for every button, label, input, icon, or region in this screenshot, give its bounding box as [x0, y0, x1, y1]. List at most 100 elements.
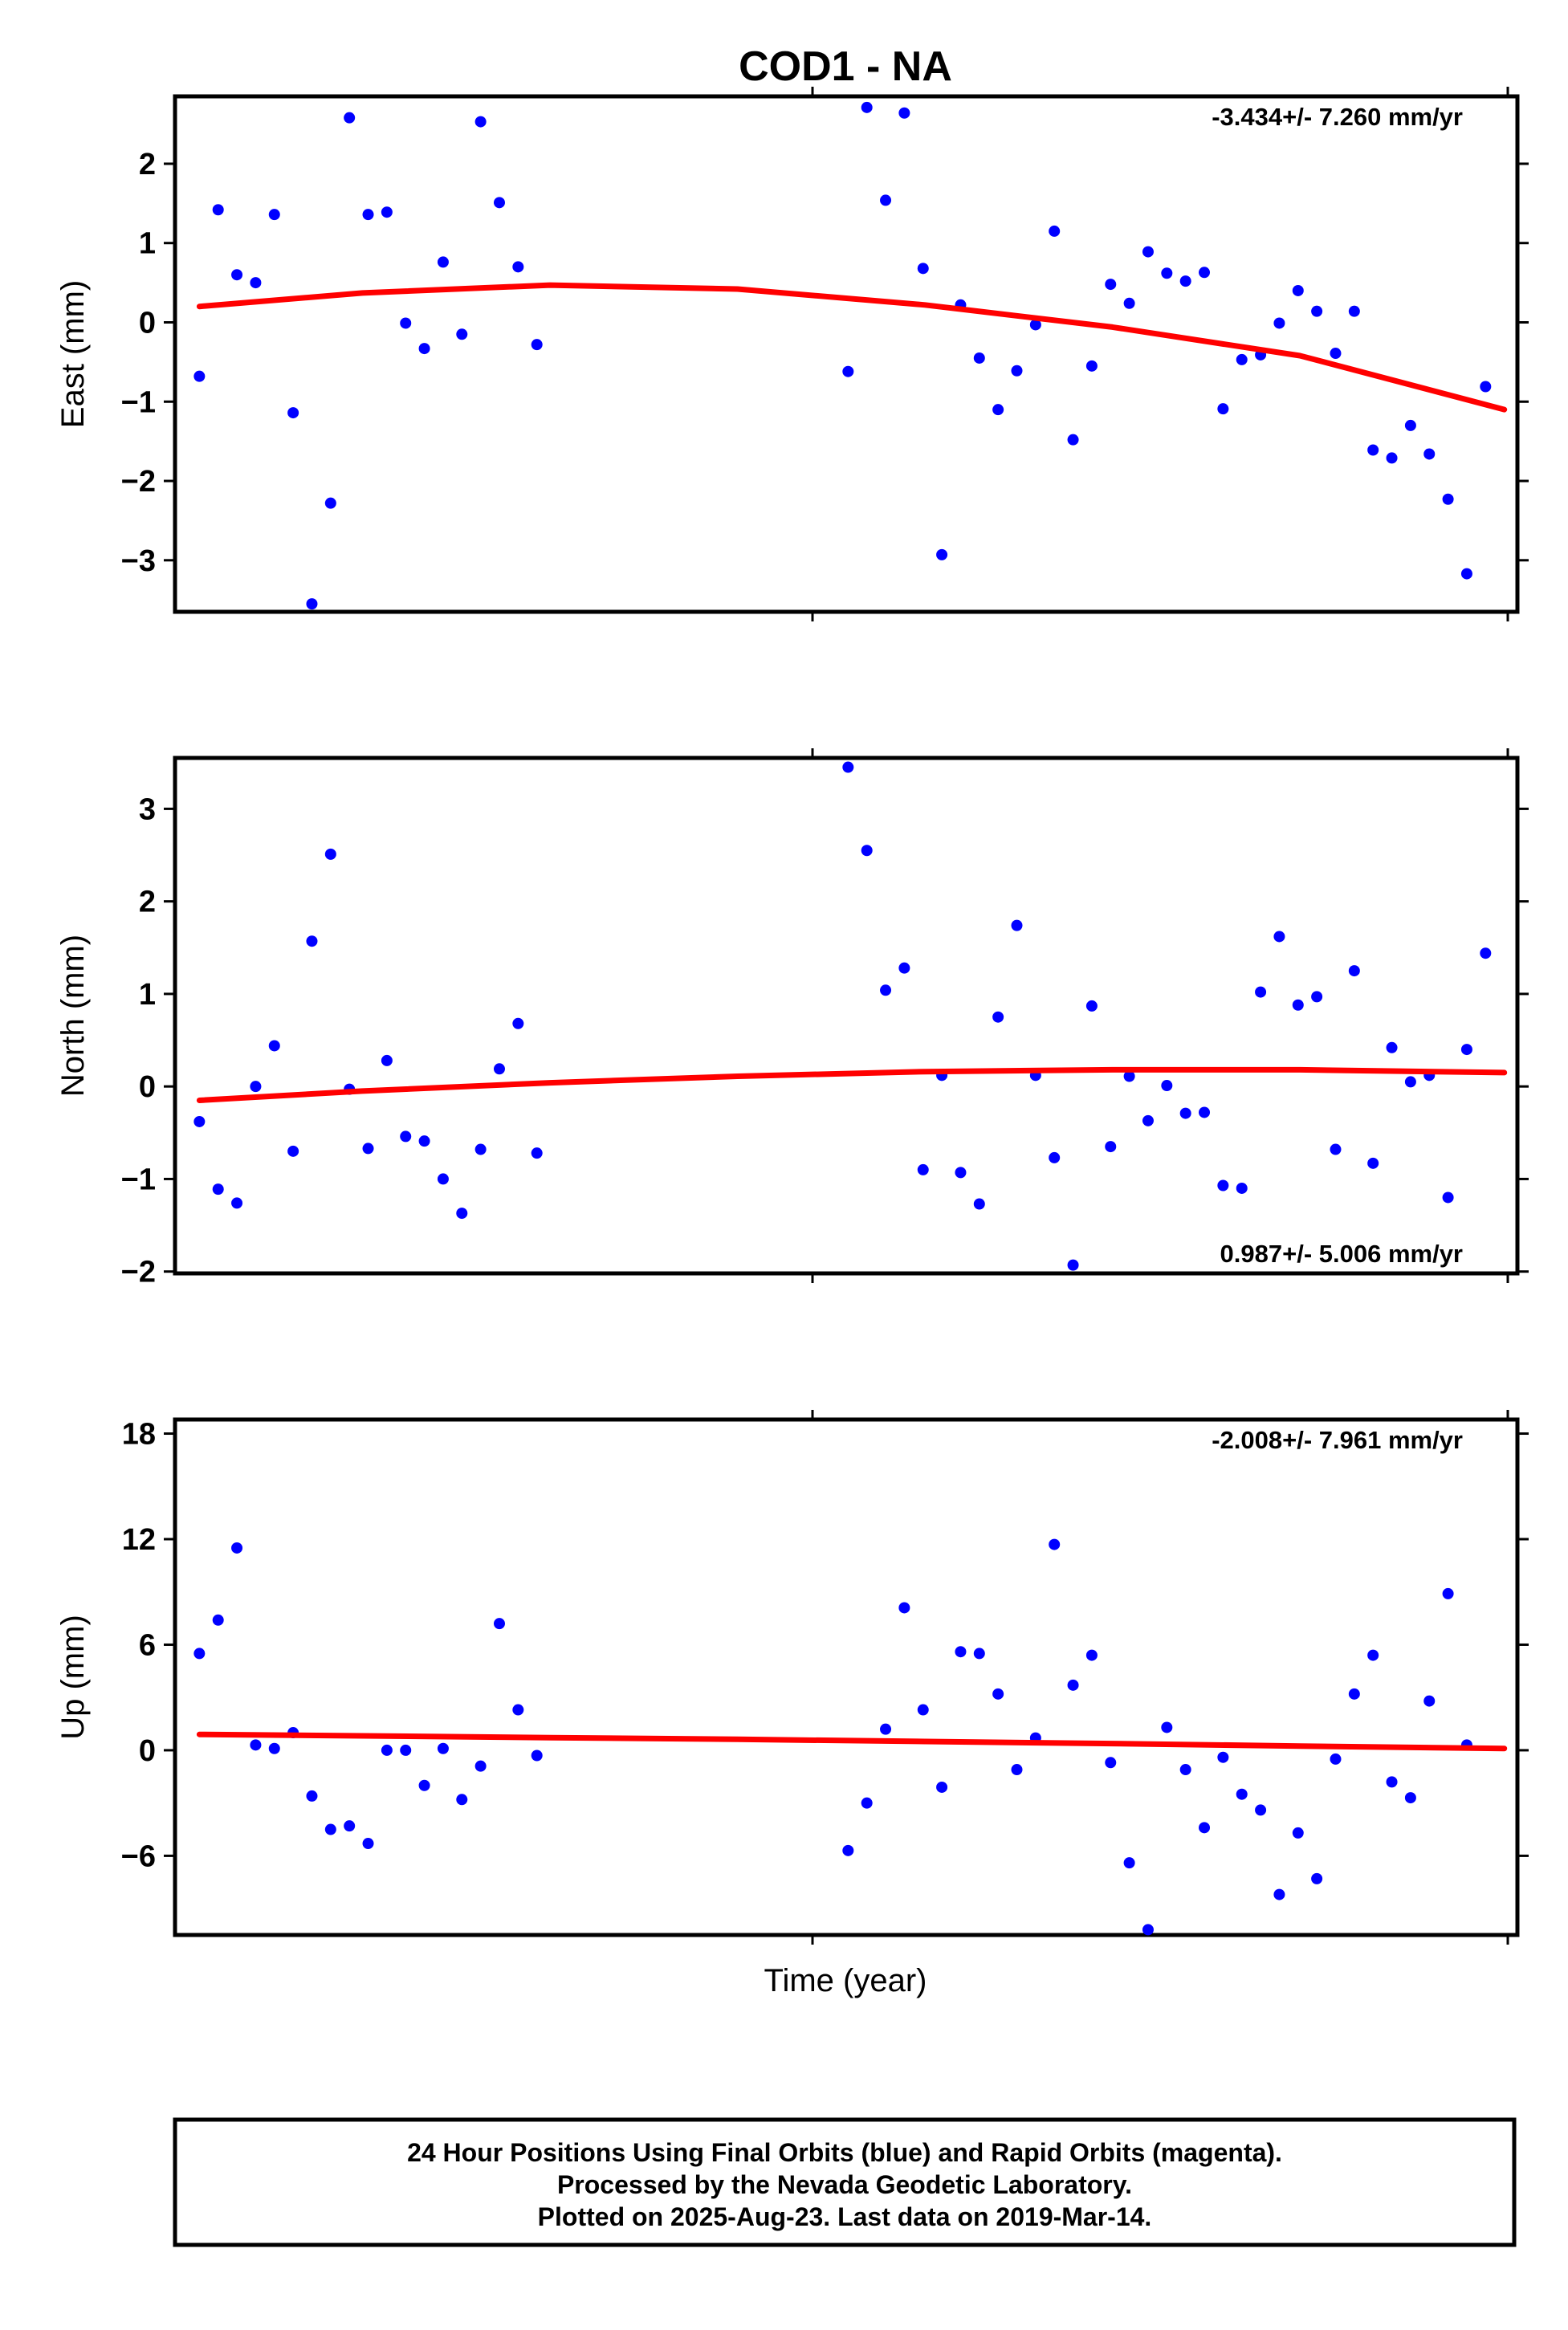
north-data-point: [493, 1063, 505, 1075]
up-data-point: [973, 1648, 985, 1660]
north-data-point: [324, 848, 336, 860]
east-data-point: [992, 404, 1004, 416]
east-fit-line: [196, 282, 1508, 413]
east-data-point: [1423, 448, 1436, 460]
east-data-point: [268, 209, 280, 221]
up-data-point: [268, 1742, 280, 1754]
north-data-point: [212, 1183, 224, 1196]
east-data-point: [1386, 452, 1398, 464]
up-data-point: [1292, 1827, 1304, 1839]
north-data-point: [1085, 1000, 1098, 1012]
up-y-axis-label: Up (mm): [55, 1615, 91, 1740]
north-data-point: [898, 962, 910, 974]
east-data-point: [512, 261, 524, 273]
north-fit-line: [196, 1066, 1508, 1103]
footer-line-1: 24 Hour Positions Using Final Orbits (bl…: [407, 2138, 1282, 2167]
east-data-point: [1199, 267, 1211, 279]
east-data-point: [973, 352, 985, 364]
north-data-point: [1255, 986, 1267, 998]
up-data-point: [992, 1688, 1004, 1700]
east-data-point: [898, 107, 910, 119]
east-data-point: [493, 197, 505, 209]
up-panel: 18 12 6 0 −6 Up (mm) -2.008+/- 7.961 mm/yr: [55, 1410, 1529, 1945]
up-data-point: [1386, 1776, 1398, 1788]
up-fit-line: [196, 1731, 1508, 1752]
north-ytick-label: 0: [139, 1070, 156, 1104]
up-data-point: [1011, 1764, 1023, 1776]
north-data-point: [955, 1167, 967, 1179]
east-data-point: [1123, 297, 1135, 309]
north-data-point: [1367, 1157, 1379, 1169]
north-panel: 3 2 1 0 −1 −2 North (mm) 0.987+/- 5.006 mm/yr: [55, 748, 1529, 1289]
up-data-point: [344, 1820, 356, 1832]
up-data-point: [842, 1844, 854, 1856]
east-data-point: [1348, 305, 1360, 317]
up-data-point: [437, 1742, 449, 1754]
east-data-point: [381, 206, 393, 218]
up-data-point: [936, 1781, 948, 1793]
east-data-point: [474, 116, 487, 128]
up-data-point: [1123, 1857, 1135, 1869]
north-data-point: [1011, 919, 1023, 931]
up-data-point: [381, 1744, 393, 1756]
up-data-point: [1423, 1695, 1436, 1707]
east-data-point: [1105, 279, 1117, 291]
north-data-point: [1179, 1107, 1191, 1119]
east-data-point: [1179, 275, 1191, 287]
north-data-point: [531, 1147, 543, 1159]
up-data-point: [1236, 1788, 1248, 1800]
east-data-point: [1067, 434, 1079, 446]
footer-line-2: Processed by the Nevada Geodetic Laborat…: [557, 2170, 1132, 2199]
up-data-point: [250, 1739, 262, 1751]
up-data-point: [1179, 1764, 1191, 1776]
up-data-point: [1330, 1753, 1342, 1765]
up-ytick-label: 18: [122, 1418, 156, 1452]
up-data-point: [880, 1723, 892, 1735]
up-data-point: [1105, 1757, 1117, 1769]
east-data-point: [1049, 225, 1061, 237]
up-data-point: [493, 1618, 505, 1630]
north-data-point: [1348, 965, 1360, 977]
north-data-point: [362, 1143, 374, 1155]
east-data-point: [212, 204, 224, 216]
north-data-point: [1292, 999, 1304, 1011]
up-data-point: [1442, 1587, 1454, 1599]
east-data-point: [1011, 365, 1023, 377]
east-data-point: [1311, 305, 1323, 317]
up-data-point: [362, 1838, 374, 1850]
north-data-point: [1460, 1044, 1472, 1056]
east-data-point: [193, 370, 206, 382]
east-ytick-label: 2: [139, 148, 156, 181]
up-ytick-label: 6: [139, 1628, 156, 1662]
east-data-point: [231, 269, 243, 281]
north-data-point: [381, 1054, 393, 1066]
north-data-point: [1067, 1259, 1079, 1271]
east-ytick-label: −3: [121, 544, 156, 578]
east-data-point: [1236, 353, 1248, 365]
north-data-point: [1236, 1182, 1248, 1194]
east-data-point: [917, 263, 929, 275]
east-data-point: [287, 407, 299, 419]
east-data-point: [306, 598, 318, 610]
up-data-point: [400, 1744, 412, 1756]
east-data-point: [861, 101, 873, 113]
up-data-point: [1085, 1649, 1098, 1661]
north-data-point: [250, 1081, 262, 1093]
east-data-point: [1480, 381, 1492, 393]
east-data-point: [1161, 267, 1173, 279]
north-data-point: [306, 935, 318, 947]
east-data-point: [362, 209, 374, 221]
north-data-point: [973, 1198, 985, 1210]
up-data-point: [1199, 1822, 1211, 1834]
north-ytick-label: −2: [121, 1256, 156, 1289]
footer-line-3: Plotted on 2025-Aug-23. Last data on 201…: [538, 2202, 1152, 2231]
east-data-point: [880, 194, 892, 206]
chart-title: COD1 - NA: [739, 43, 952, 90]
east-data-point: [1085, 360, 1098, 372]
up-data-point: [512, 1704, 524, 1716]
north-data-point: [992, 1011, 1004, 1023]
north-data-point: [1386, 1041, 1398, 1053]
up-data-point: [917, 1704, 929, 1716]
north-data-point: [456, 1208, 468, 1220]
